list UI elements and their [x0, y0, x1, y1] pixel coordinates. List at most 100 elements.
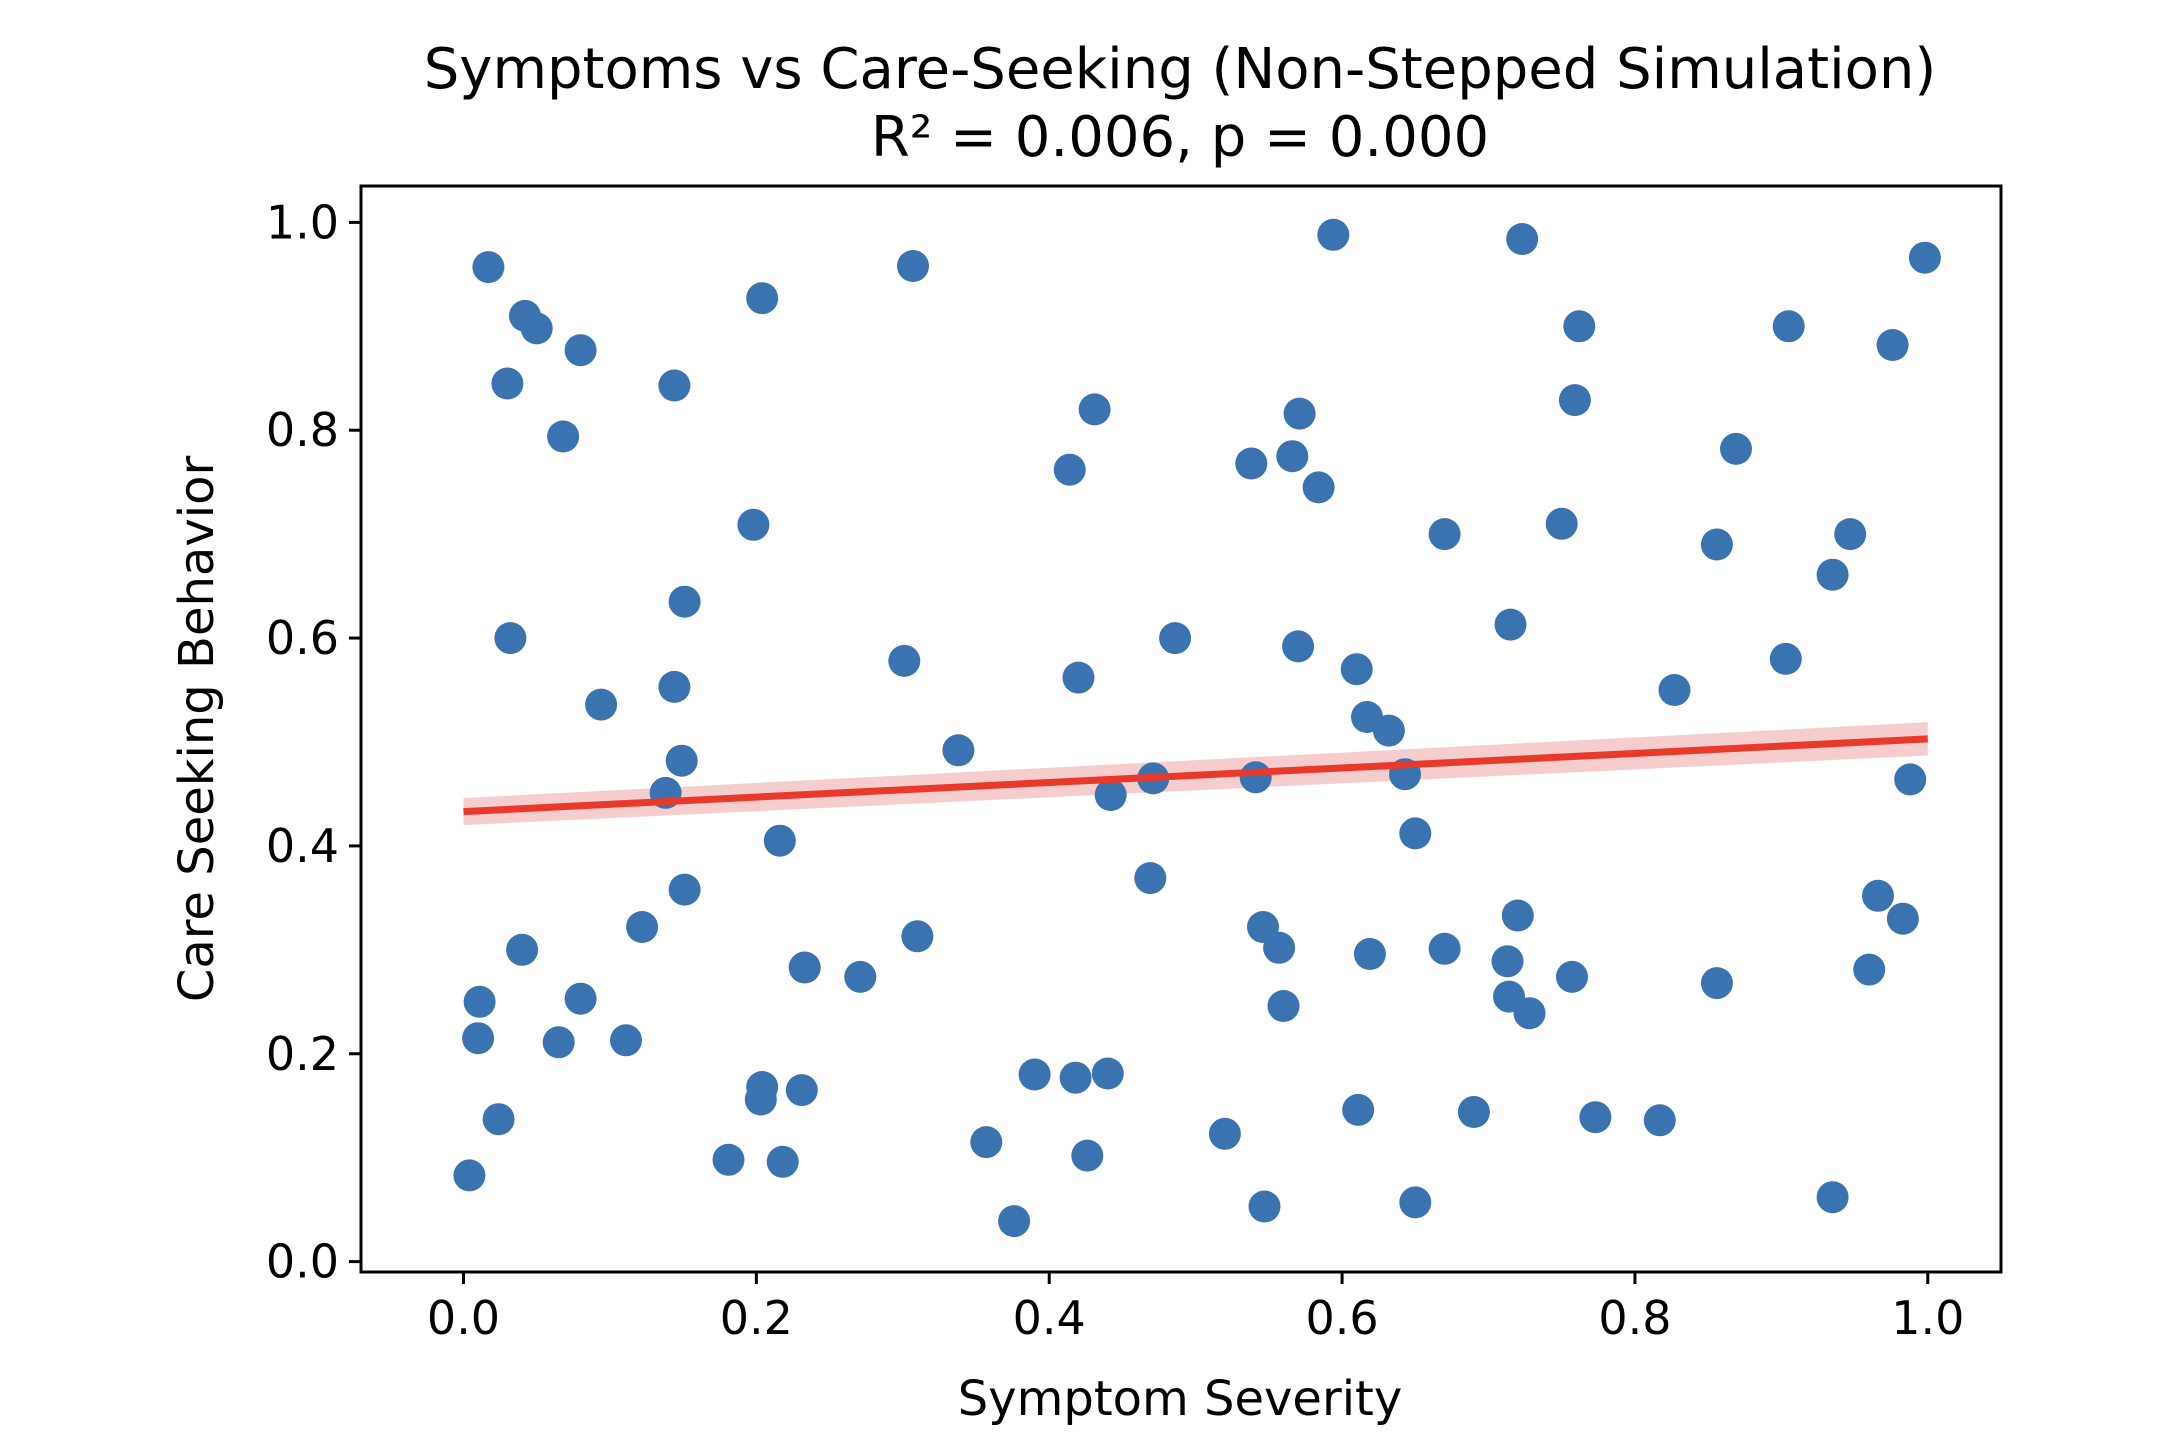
data-point — [1862, 879, 1894, 912]
points-layer — [453, 218, 1941, 1238]
data-point — [746, 282, 779, 315]
data-point — [1457, 1096, 1490, 1128]
data-point — [901, 920, 934, 953]
data-point — [1428, 518, 1461, 551]
data-point — [1501, 899, 1534, 932]
data-point — [1579, 1101, 1612, 1134]
data-point — [897, 250, 929, 282]
data-point — [1159, 622, 1192, 655]
data-point — [1772, 310, 1805, 343]
data-point — [998, 1205, 1031, 1238]
x-tick-label: 0.0 — [427, 1291, 500, 1345]
data-point — [1094, 779, 1127, 811]
data-point — [1340, 653, 1373, 686]
x-tick-label: 0.6 — [1305, 1291, 1378, 1345]
data-point — [1513, 997, 1546, 1030]
regression-line — [463, 735, 1928, 816]
data-point — [668, 585, 701, 618]
plot-frame — [359, 184, 2003, 1274]
y-tick-label: 0.6 — [266, 611, 339, 665]
data-point — [970, 1126, 1003, 1159]
data-point — [712, 1143, 745, 1176]
data-point — [494, 622, 527, 655]
data-point — [1053, 453, 1086, 486]
data-point — [1399, 1186, 1432, 1219]
data-point — [463, 985, 496, 1018]
chart-subtitle: R² = 0.006, p = 0.000 — [871, 105, 1489, 170]
regression-line-layer — [463, 735, 1928, 816]
data-point — [626, 911, 659, 943]
data-point — [785, 1074, 818, 1107]
data-point — [1267, 990, 1300, 1022]
data-point — [737, 508, 770, 541]
data-point — [1399, 817, 1432, 850]
data-point — [610, 1024, 642, 1057]
data-point — [542, 1026, 575, 1059]
data-point — [1062, 661, 1095, 694]
data-point — [763, 824, 796, 857]
data-point — [1071, 1139, 1104, 1172]
data-point — [766, 1145, 799, 1178]
data-point — [1563, 310, 1596, 343]
data-point — [1239, 761, 1272, 794]
data-point — [1208, 1117, 1241, 1150]
data-point — [482, 1103, 515, 1136]
data-point — [462, 1022, 495, 1055]
x-tick-label: 0.4 — [1013, 1291, 1086, 1345]
x-axis-label: Symptom Severity — [958, 1371, 1403, 1427]
data-point — [1816, 1181, 1849, 1214]
data-point — [1134, 862, 1167, 895]
data-point — [1091, 1057, 1124, 1090]
data-point — [564, 334, 597, 367]
y-axis-label: Care Seeking Behavior — [169, 456, 225, 1003]
data-point — [1876, 329, 1909, 361]
data-point — [520, 312, 553, 345]
data-point — [744, 1083, 777, 1116]
data-point — [547, 420, 580, 453]
data-point — [1886, 902, 1919, 935]
data-point — [1494, 608, 1527, 641]
data-point — [658, 369, 691, 402]
x-tick-label: 0.8 — [1598, 1291, 1671, 1345]
data-point — [1908, 241, 1941, 274]
data-point — [942, 734, 975, 767]
x-tick-label: 1.0 — [1891, 1291, 1964, 1345]
y-tick-label: 0.0 — [266, 1235, 339, 1289]
data-point — [585, 688, 618, 721]
data-point — [1059, 1061, 1092, 1094]
data-point — [1283, 397, 1316, 430]
y-tick-label: 1.0 — [266, 195, 339, 249]
y-tick-label: 0.8 — [266, 403, 339, 457]
data-point — [1078, 393, 1111, 426]
data-point — [1353, 938, 1386, 970]
data-point — [1428, 932, 1461, 965]
data-point — [1317, 218, 1350, 251]
y-tick-label: 0.2 — [266, 1027, 339, 1081]
data-point — [1506, 223, 1539, 255]
x-tick-label: 0.2 — [720, 1291, 793, 1345]
data-point — [1276, 440, 1309, 473]
data-point — [1018, 1058, 1051, 1091]
data-point — [453, 1159, 486, 1192]
data-point — [1834, 518, 1867, 551]
y-axis-ticks: 0.0 0.2 0.4 0.6 0.8 1.0 — [266, 195, 361, 1289]
data-point — [506, 933, 539, 966]
data-point — [1558, 384, 1591, 417]
data-point — [1853, 953, 1886, 986]
data-point — [1342, 1093, 1375, 1126]
data-point — [1816, 558, 1849, 591]
data-point — [1720, 432, 1752, 465]
data-point — [564, 982, 597, 1015]
data-point — [1545, 507, 1578, 540]
data-point — [665, 744, 698, 777]
data-point — [844, 960, 877, 993]
chart-title: Symptoms vs Care-Seeking (Non-Stepped Si… — [424, 37, 1937, 102]
data-point — [1894, 763, 1927, 796]
data-point — [1700, 528, 1733, 561]
data-point — [1372, 714, 1405, 747]
data-point — [1263, 931, 1296, 964]
data-point — [1658, 674, 1691, 706]
y-tick-label: 0.4 — [266, 819, 339, 873]
data-point — [1643, 1104, 1676, 1137]
x-axis-ticks: 0.0 0.2 0.4 0.6 0.8 1.0 — [427, 1272, 1964, 1345]
